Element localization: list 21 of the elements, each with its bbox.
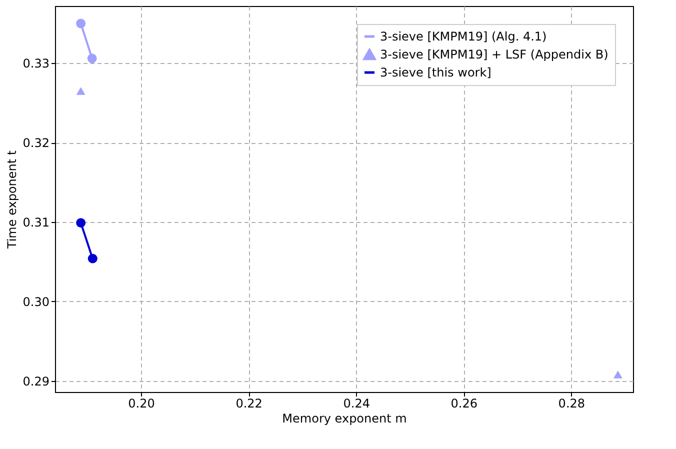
point [76, 18, 86, 28]
point [76, 218, 86, 228]
y-tick-label: 0.32 [22, 136, 50, 150]
point [87, 54, 97, 64]
y-axis-title: Time exponent t [4, 150, 19, 250]
point [88, 254, 98, 264]
x-tick-label: 0.28 [558, 396, 586, 410]
y-tick-label: 0.33 [22, 56, 50, 71]
x-tick-label: 0.22 [236, 396, 262, 410]
point [613, 370, 622, 378]
x-axis-title: Memory exponent m [282, 412, 407, 426]
legend-label: 3-sieve [KMPM19] (Alg. 4.1) [380, 30, 547, 44]
x-tick-label: 0.26 [450, 396, 478, 410]
x-tick-label: 0.24 [343, 396, 370, 410]
y-tick-label: 0.31 [22, 216, 50, 230]
legend-label: 3-sieve [this work] [380, 66, 492, 80]
x-tick-label: 0.20 [128, 396, 155, 410]
point [76, 87, 86, 95]
y-tick-label: 0.30 [22, 294, 50, 309]
legend-label: 3-sieve [KMPM19] + LSF (Appendix B) [380, 48, 608, 62]
y-tick-label: 0.29 [22, 374, 50, 388]
